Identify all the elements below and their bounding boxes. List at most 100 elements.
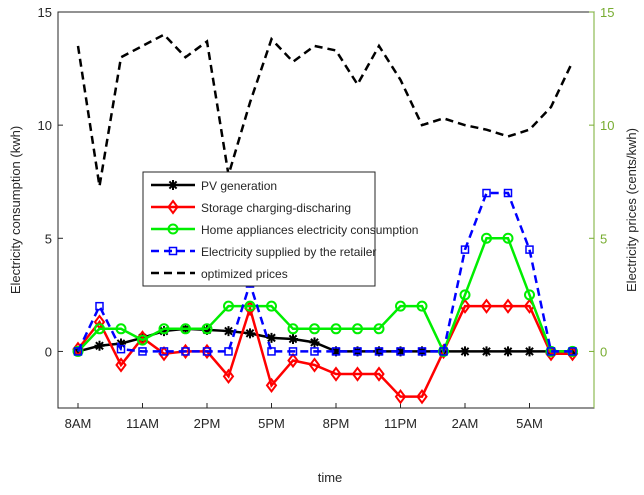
x-tick-label: 11AM bbox=[126, 416, 159, 431]
marker bbox=[373, 323, 385, 335]
legend-marker bbox=[167, 223, 179, 235]
marker bbox=[331, 346, 341, 357]
x-tick-label: 2AM bbox=[452, 416, 479, 431]
marker bbox=[244, 300, 256, 312]
marker bbox=[265, 377, 278, 394]
marker bbox=[245, 328, 255, 339]
series bbox=[73, 188, 577, 356]
marker bbox=[138, 347, 147, 356]
marker bbox=[310, 347, 319, 356]
marker bbox=[223, 326, 234, 337]
marker bbox=[525, 245, 534, 254]
marker bbox=[480, 298, 493, 314]
legend-label: Home appliances electricity consumption bbox=[201, 223, 418, 237]
marker bbox=[72, 345, 84, 357]
marker bbox=[373, 366, 385, 382]
marker bbox=[94, 323, 105, 335]
legend-label: optimized prices bbox=[201, 267, 288, 281]
marker bbox=[73, 346, 83, 357]
marker bbox=[95, 301, 104, 311]
marker bbox=[395, 346, 406, 357]
marker bbox=[460, 346, 470, 357]
legend-label: Storage charging-discharing bbox=[201, 201, 351, 215]
marker bbox=[416, 300, 428, 312]
marker bbox=[482, 188, 491, 198]
marker bbox=[222, 368, 235, 384]
y2-axis-label: Electricity prices (cents/kwh) bbox=[624, 128, 639, 292]
y2-tick-label: 0 bbox=[600, 344, 607, 359]
marker bbox=[395, 300, 406, 312]
marker bbox=[352, 323, 363, 335]
marker bbox=[459, 289, 471, 301]
marker bbox=[502, 232, 514, 244]
marker bbox=[201, 323, 213, 335]
x-tick-label: 2PM bbox=[194, 416, 221, 431]
marker bbox=[288, 333, 298, 344]
marker bbox=[267, 347, 276, 356]
marker bbox=[396, 347, 405, 356]
marker bbox=[416, 389, 428, 405]
series-line bbox=[77, 327, 573, 353]
marker bbox=[181, 347, 190, 356]
marker bbox=[502, 298, 514, 314]
y2-tick-label: 15 bbox=[600, 5, 614, 20]
marker bbox=[137, 334, 148, 346]
y2-tick-label: 5 bbox=[600, 231, 607, 246]
marker bbox=[439, 347, 448, 356]
marker bbox=[159, 347, 169, 356]
marker bbox=[568, 347, 577, 356]
marker bbox=[115, 323, 127, 335]
x-tick-label: 8PM bbox=[323, 416, 350, 431]
x-tick-label: 8AM bbox=[65, 416, 92, 431]
marker bbox=[351, 366, 364, 382]
marker bbox=[308, 357, 321, 373]
y-tick-label: 10 bbox=[38, 118, 52, 133]
marker bbox=[115, 357, 127, 373]
marker bbox=[503, 188, 513, 198]
marker bbox=[374, 347, 384, 356]
marker bbox=[287, 323, 299, 335]
marker bbox=[524, 346, 535, 357]
marker bbox=[524, 289, 535, 301]
marker bbox=[546, 347, 556, 356]
legend-marker bbox=[168, 246, 178, 256]
marker bbox=[481, 232, 492, 244]
x-axis-label: time bbox=[318, 470, 343, 485]
y-tick-label: 0 bbox=[45, 344, 52, 359]
marker bbox=[159, 326, 169, 337]
legend: PV generation Storage charging-discharing… bbox=[142, 171, 418, 287]
marker bbox=[309, 337, 320, 348]
marker bbox=[481, 346, 492, 357]
marker bbox=[503, 346, 513, 357]
marker bbox=[266, 332, 277, 343]
marker bbox=[394, 389, 407, 405]
marker bbox=[266, 300, 277, 312]
marker bbox=[116, 338, 126, 349]
marker bbox=[116, 344, 126, 354]
marker bbox=[330, 323, 342, 335]
x-tick-label: 11PM bbox=[384, 416, 417, 431]
marker bbox=[331, 347, 341, 356]
marker bbox=[180, 323, 191, 335]
y-tick-label: 5 bbox=[45, 231, 52, 246]
marker bbox=[158, 323, 170, 335]
marker bbox=[224, 347, 233, 356]
series bbox=[76, 33, 574, 187]
marker bbox=[288, 347, 298, 356]
marker bbox=[353, 347, 362, 356]
series-line bbox=[76, 33, 574, 187]
marker bbox=[460, 245, 470, 254]
y2-tick-label: 10 bbox=[600, 118, 614, 133]
y-axis-label: Electricity consumption (kwh) bbox=[8, 126, 23, 294]
x-tick-label: 5AM bbox=[516, 416, 543, 431]
legend-marker bbox=[167, 199, 179, 215]
marker bbox=[94, 340, 105, 351]
marker bbox=[330, 366, 342, 382]
legend-marker bbox=[168, 180, 178, 190]
legend-label: PV generation bbox=[201, 179, 277, 193]
marker bbox=[223, 300, 234, 312]
series bbox=[72, 232, 578, 357]
marker bbox=[309, 323, 320, 335]
